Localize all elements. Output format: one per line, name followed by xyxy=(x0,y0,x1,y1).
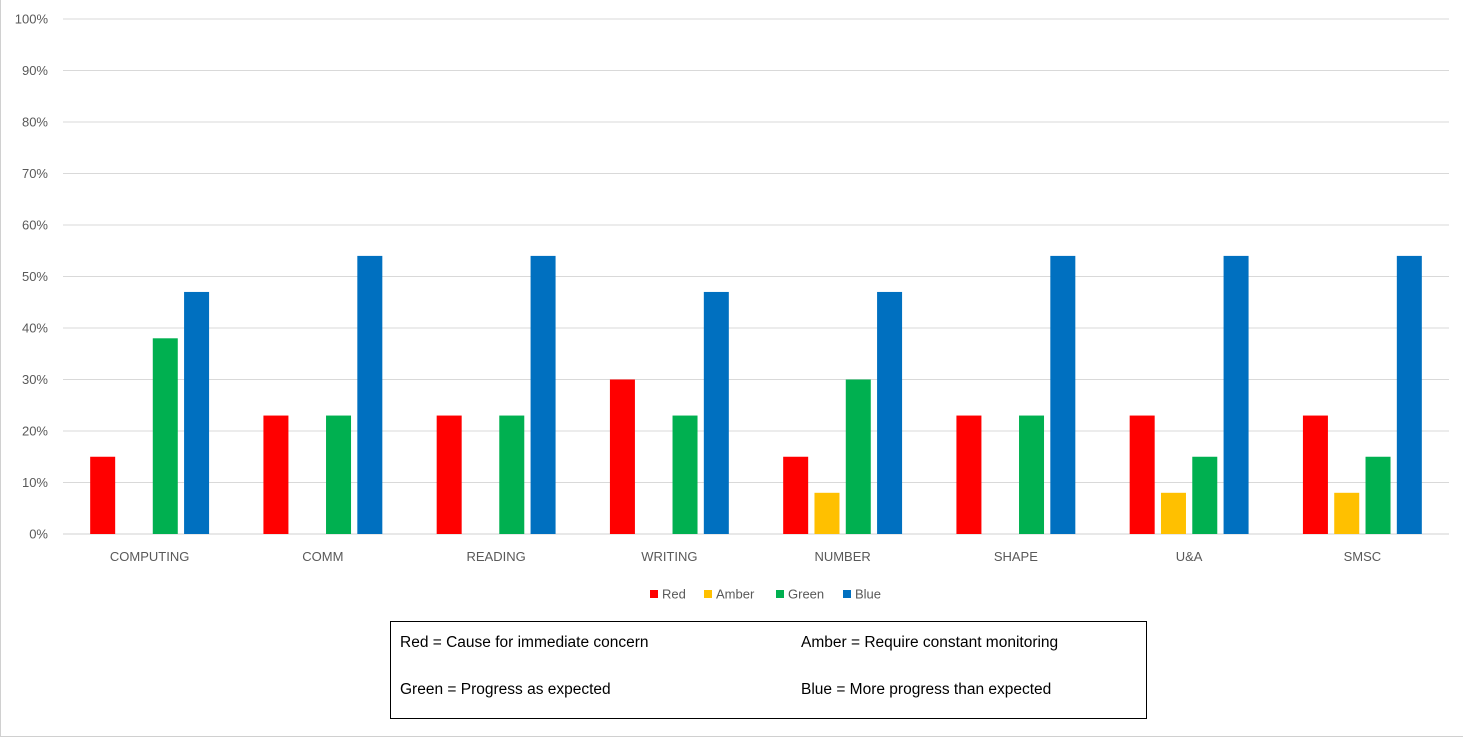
y-tick-label: 0% xyxy=(29,527,48,542)
x-tick-label: COMPUTING xyxy=(110,549,189,564)
bar-red xyxy=(263,415,289,534)
key-box: Red = Cause for immediate concern Amber … xyxy=(390,621,1147,719)
y-tick-label: 60% xyxy=(22,218,48,233)
y-axis: 0% 10% 20% 30% 40% 50% 60% 70% 80% 90% 100% xyxy=(15,12,49,542)
bar-green xyxy=(845,379,871,534)
legend-label-red: Red xyxy=(662,587,686,602)
bar-blue xyxy=(1396,255,1422,534)
x-tick-label: WRITING xyxy=(641,549,697,564)
y-tick-label: 90% xyxy=(22,63,48,78)
bar-green xyxy=(1365,456,1391,534)
bar-green xyxy=(326,415,352,534)
bar-chart: 0% 10% 20% 30% 40% 50% 60% 70% 80% 90% 100% COMPUT… xyxy=(15,12,1449,602)
bar-blue xyxy=(877,291,903,534)
legend-label-green: Green xyxy=(788,587,824,602)
bar-red xyxy=(956,415,982,534)
y-tick-label: 10% xyxy=(22,475,48,490)
x-tick-label: NUMBER xyxy=(814,549,870,564)
y-tick-label: 40% xyxy=(22,321,48,336)
gridlines xyxy=(63,18,1449,535)
x-axis: COMPUTING COMM READING WRITING NUMBER SHAPE U&… xyxy=(110,549,1381,564)
key-blue-text: Blue = More progress than expected xyxy=(801,681,1052,698)
bar-blue xyxy=(357,255,383,534)
y-tick-label: 20% xyxy=(22,424,48,439)
bar-green xyxy=(1192,456,1218,534)
y-tick-label: 100% xyxy=(15,12,49,27)
bar-blue xyxy=(530,255,556,534)
y-tick-label: 70% xyxy=(22,166,48,181)
legend-label-amber: Amber xyxy=(716,587,755,602)
bar-red xyxy=(90,456,116,534)
x-tick-label: SHAPE xyxy=(994,549,1038,564)
x-tick-label: READING xyxy=(467,549,526,564)
y-tick-label: 50% xyxy=(22,269,48,284)
bar-green xyxy=(672,415,698,534)
legend-swatch-amber xyxy=(704,590,712,598)
key-red-text: Red = Cause for immediate concern xyxy=(400,634,649,651)
legend: Red Amber Green Blue xyxy=(650,587,881,602)
key-green-text: Green = Progress as expected xyxy=(400,681,611,698)
x-tick-label: SMSC xyxy=(1344,549,1382,564)
bar-red xyxy=(609,379,635,534)
bar-blue xyxy=(1050,255,1076,534)
bar-blue xyxy=(184,291,210,534)
bar-red xyxy=(1129,415,1155,534)
bar-red xyxy=(436,415,462,534)
bar-red xyxy=(1302,415,1328,534)
legend-swatch-blue xyxy=(843,590,851,598)
y-tick-label: 80% xyxy=(22,115,48,130)
x-tick-label: COMM xyxy=(302,549,343,564)
bar-green xyxy=(499,415,525,534)
legend-label-blue: Blue xyxy=(855,587,881,602)
bar-blue xyxy=(703,291,729,534)
bar-red xyxy=(783,456,809,534)
bar-amber xyxy=(814,492,840,534)
bars xyxy=(90,255,1422,534)
legend-swatch-red xyxy=(650,590,658,598)
y-tick-label: 30% xyxy=(22,372,48,387)
legend-swatch-green xyxy=(776,590,784,598)
bar-green xyxy=(152,338,178,534)
x-tick-label: U&A xyxy=(1176,549,1203,564)
bar-amber xyxy=(1334,492,1360,534)
bar-amber xyxy=(1160,492,1186,534)
key-amber-text: Amber = Require constant monitoring xyxy=(801,634,1059,651)
bar-blue xyxy=(1223,255,1249,534)
bar-green xyxy=(1019,415,1045,534)
